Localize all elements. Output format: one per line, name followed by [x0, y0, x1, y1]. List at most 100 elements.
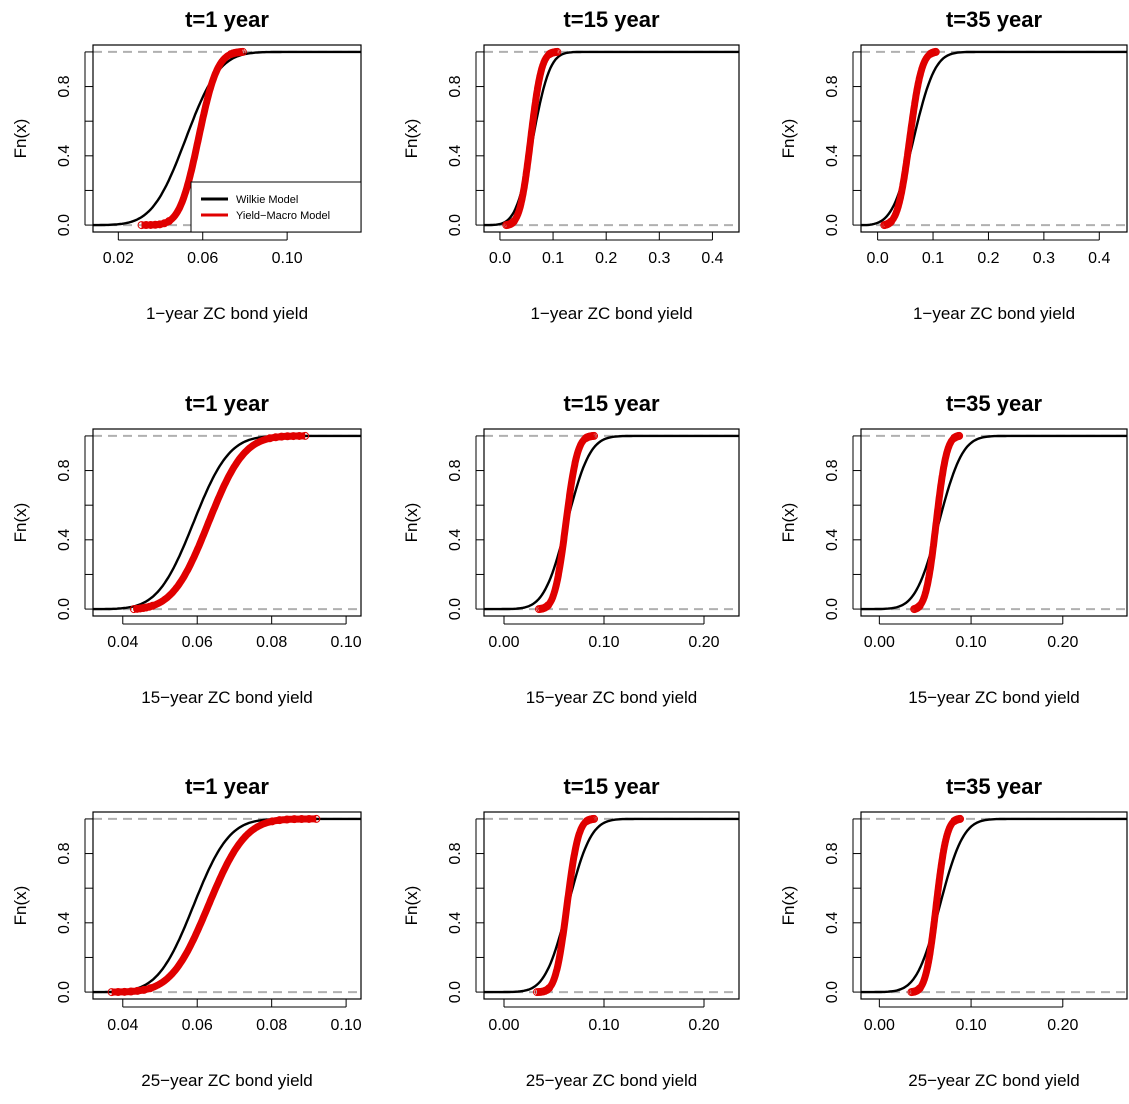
panel-title: t=1 year: [185, 391, 269, 416]
panel-title: t=35 year: [946, 391, 1042, 416]
yield-macro-point: [301, 431, 310, 440]
x-tick-label: 0.2: [595, 250, 617, 267]
panel-title: t=1 year: [185, 774, 269, 799]
panel-title: t=15 year: [563, 774, 659, 799]
yield-macro-point: [590, 814, 598, 823]
yield-macro-point: [884, 219, 893, 228]
y-tick-label: 0.0: [56, 981, 73, 1003]
legend: Wilkie Model Yield−Macro Model: [190, 181, 362, 233]
plot-frame: [483, 44, 740, 233]
y-axis-label: Fn(x): [779, 503, 798, 543]
yield-macro-point: [277, 432, 286, 441]
panel-3-3: 0.00 0.10 0.20 0.0 0.4 0.8 t=35 year 25−year ZC…: [779, 774, 1128, 1090]
wilkie-ecdf-line: [861, 817, 1127, 994]
panel-2-1: 0.04 0.06 0.08 0.10 0.0 0.4 0.8 t=1 year 15−year…: [11, 391, 362, 707]
wilkie-ecdf-line: [484, 434, 739, 611]
y-tick-label: 0.4: [824, 145, 841, 167]
x-tick-label: 0.20: [688, 1017, 719, 1034]
y-axis-label: Fn(x): [402, 503, 421, 543]
x-tick-label: 0.1: [542, 250, 564, 267]
wilkie-ecdf-line: [93, 817, 361, 994]
yield-macro-point: [295, 431, 304, 440]
yield-macro-point: [312, 814, 321, 823]
x-tick-label: 0.00: [488, 634, 519, 651]
x-tick-label: 0.04: [107, 634, 138, 651]
yield-macro-point: [265, 434, 274, 443]
yield-macro-point: [508, 218, 517, 227]
y-tick-label: 0.8: [56, 459, 73, 481]
plot-frame: [860, 811, 1128, 1000]
x-tick-label: 0.10: [955, 1017, 986, 1034]
yield-macro-point: [133, 604, 142, 613]
yield-macro-point: [542, 602, 551, 611]
x-tick-label: 0.0: [489, 250, 511, 267]
yield-macro-ecdf-line: [908, 815, 964, 996]
panel-1-1: 0.02 0.06 0.10 0.0 0.4 0.8 t=1 year 1−year ZC b…: [11, 7, 362, 323]
x-axis-label: 1−year ZC bond yield: [146, 304, 308, 323]
y-tick-label: 0.4: [447, 145, 464, 167]
panel-title: t=15 year: [563, 7, 659, 32]
x-axis-label: 1−year ZC bond yield: [913, 304, 1075, 323]
y-tick-label: 0.8: [56, 842, 73, 864]
x-tick-label: 0.06: [182, 634, 213, 651]
y-tick-label: 0.4: [824, 529, 841, 551]
plot-frame: [483, 811, 740, 1000]
yield-macro-point: [114, 987, 123, 996]
x-tick-label: 0.10: [331, 1017, 362, 1034]
x-tick-label: 0.0: [867, 250, 889, 267]
y-tick-label: 0.4: [824, 912, 841, 934]
y-tick-label: 0.8: [56, 75, 73, 97]
y-tick-label: 0.0: [56, 214, 73, 236]
plot-frame: [860, 44, 1128, 233]
yield-macro-point: [146, 220, 155, 229]
yield-macro-point: [271, 433, 280, 442]
x-tick-label: 0.00: [488, 1017, 519, 1034]
yield-macro-point: [507, 219, 516, 228]
x-axis-label: 25−year ZC bond yield: [141, 1071, 313, 1090]
y-axis-label: Fn(x): [779, 886, 798, 926]
yield-macro-ecdf-line: [131, 432, 308, 613]
yield-macro-point: [155, 220, 164, 229]
y-tick-label: 0.4: [56, 912, 73, 934]
x-axis-label: 25−year ZC bond yield: [908, 1071, 1080, 1090]
wilkie-ecdf-line: [484, 817, 739, 994]
y-tick-label: 0.0: [447, 214, 464, 236]
wilkie-ecdf-line: [93, 434, 361, 611]
yield-macro-point: [142, 221, 151, 230]
wilkie-ecdf-line: [861, 434, 1127, 611]
yield-macro-point: [509, 217, 518, 226]
yield-macro-point: [136, 604, 145, 613]
y-tick-label: 0.4: [56, 145, 73, 167]
x-tick-label: 0.2: [977, 250, 999, 267]
y-axis-label: Fn(x): [11, 119, 30, 159]
y-tick-label: 0.0: [824, 981, 841, 1003]
yield-macro-point: [913, 603, 922, 612]
yield-macro-point: [160, 219, 169, 228]
plot-frame: [92, 428, 362, 617]
y-tick-label: 0.4: [447, 912, 464, 934]
x-tick-label: 0.10: [272, 250, 303, 267]
y-tick-label: 0.4: [56, 529, 73, 551]
yield-macro-point: [146, 984, 155, 993]
yield-macro-point: [289, 432, 298, 441]
yield-macro-point: [590, 431, 598, 440]
panel-3-1: 0.04 0.06 0.08 0.10 0.0 0.4 0.8 t=1 year 25−year…: [11, 774, 362, 1090]
panel-1-3: 0.0 0.1 0.2 0.3 0.4 0.0 0.4 0.8 t=35 year 1−year …: [779, 7, 1128, 323]
plot-frame: [92, 811, 362, 1000]
y-axis-label: Fn(x): [11, 503, 30, 543]
legend-entry: Wilkie Model: [236, 194, 298, 206]
x-tick-label: 0.00: [864, 1017, 895, 1034]
x-axis-label: 1−year ZC bond yield: [530, 304, 692, 323]
yield-macro-point: [915, 984, 924, 993]
x-tick-label: 0.1: [922, 250, 944, 267]
x-axis-label: 25−year ZC bond yield: [526, 1071, 698, 1090]
plot-frame: [483, 428, 740, 617]
yield-macro-ecdf-line: [109, 815, 319, 996]
yield-macro-point: [885, 218, 894, 227]
panel-title: t=35 year: [946, 774, 1042, 799]
yield-macro-point: [915, 601, 924, 610]
x-tick-label: 0.3: [648, 250, 670, 267]
yield-macro-point: [120, 987, 129, 996]
yield-macro-point: [283, 432, 292, 441]
x-tick-label: 0.00: [864, 634, 895, 651]
